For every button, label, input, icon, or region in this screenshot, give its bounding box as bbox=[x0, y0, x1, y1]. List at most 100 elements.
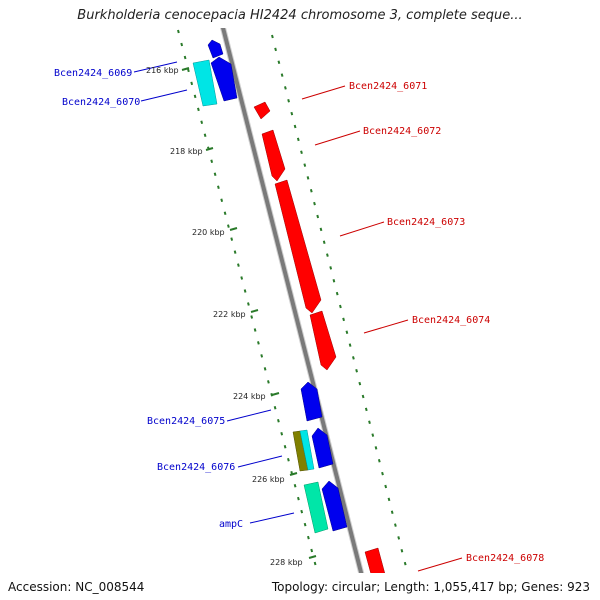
gene-block[interactable] bbox=[299, 429, 315, 471]
rail-tick bbox=[316, 214, 320, 219]
leader-lines bbox=[133, 61, 463, 572]
rail-tick bbox=[210, 159, 214, 164]
rail-tick bbox=[397, 536, 401, 540]
gene-block[interactable] bbox=[364, 547, 392, 600]
rail-tick bbox=[297, 496, 300, 501]
rail-tick bbox=[257, 341, 260, 345]
gene-label-bcen6078[interactable]: Bcen2424_6078 bbox=[466, 553, 544, 564]
rail-tick bbox=[283, 444, 287, 449]
rail-tick bbox=[250, 315, 254, 319]
rail-tick bbox=[287, 99, 290, 103]
gene-block[interactable] bbox=[222, 0, 238, 8]
rail-tick bbox=[277, 419, 280, 423]
rail-tick bbox=[230, 237, 234, 241]
gene-block[interactable] bbox=[311, 427, 334, 469]
kbp-label: 218 kbp bbox=[170, 147, 203, 156]
kbp-tick bbox=[271, 392, 280, 396]
rail-tick bbox=[335, 291, 339, 296]
leader-line bbox=[339, 221, 385, 237]
gene-label-bcen6076[interactable]: Bcen2424_6076 bbox=[157, 462, 235, 473]
rail-tick bbox=[220, 198, 224, 202]
rail-tick bbox=[293, 483, 297, 488]
kbp-label: 216 kbp bbox=[146, 66, 179, 75]
gene-label-bcen6073[interactable]: Bcen2424_6073 bbox=[387, 217, 465, 228]
rail-tick bbox=[300, 509, 304, 514]
gene-label-bcen6071[interactable]: Bcen2424_6071 bbox=[349, 81, 427, 92]
rail-tick bbox=[307, 535, 310, 540]
reverse-strand-genes bbox=[192, 39, 348, 534]
kbp-label: 224 kbp bbox=[233, 392, 266, 401]
leader-line bbox=[226, 409, 272, 422]
rail-tick bbox=[364, 407, 368, 412]
leader-line bbox=[301, 85, 346, 100]
kbp-tick bbox=[308, 555, 317, 559]
kbp-tick bbox=[205, 147, 214, 151]
gene-block[interactable] bbox=[210, 56, 238, 102]
kbp-label: 220 kbp bbox=[192, 228, 225, 237]
rail-tick bbox=[267, 380, 270, 384]
rail-tick bbox=[183, 55, 187, 60]
rail-tick bbox=[322, 240, 326, 244]
gene-block[interactable] bbox=[309, 310, 337, 371]
rail-tick bbox=[293, 124, 297, 129]
gene-block[interactable] bbox=[300, 381, 323, 422]
rail-tick bbox=[233, 250, 237, 254]
gene-block[interactable] bbox=[303, 481, 329, 534]
rail-tick bbox=[203, 133, 207, 138]
rail-tick bbox=[296, 137, 300, 142]
accession-text: Accession: NC_008544 bbox=[8, 580, 145, 594]
gene-block[interactable] bbox=[261, 129, 286, 182]
gene-label-bcen6075[interactable]: Bcen2424_6075 bbox=[147, 416, 225, 427]
rail-tick bbox=[303, 522, 307, 527]
gene-label-bcen6070[interactable]: Bcen2424_6070 bbox=[62, 97, 140, 108]
rail-tick bbox=[227, 224, 230, 228]
rail-tick bbox=[247, 302, 250, 306]
gene-block[interactable] bbox=[253, 101, 271, 120]
rail-tick bbox=[237, 263, 240, 267]
rail-tick bbox=[243, 289, 247, 293]
rail-tick bbox=[313, 561, 317, 566]
rail-tick bbox=[306, 176, 310, 180]
rail-tick bbox=[310, 548, 314, 553]
rail-tick bbox=[300, 150, 303, 154]
rail-tick bbox=[263, 367, 267, 371]
leader-line bbox=[314, 130, 361, 146]
rail-tick bbox=[326, 253, 329, 257]
rail-tick bbox=[290, 111, 294, 116]
rail-tick bbox=[260, 354, 264, 358]
leader-line bbox=[249, 512, 295, 524]
rail-tick bbox=[287, 457, 290, 462]
rail-tick bbox=[394, 523, 397, 527]
rail-tick bbox=[387, 497, 391, 502]
rail-tick bbox=[217, 185, 220, 189]
backbone bbox=[221, 28, 364, 573]
kbp-label: 228 kbp bbox=[270, 558, 303, 567]
rail-tick bbox=[309, 189, 313, 193]
rail-tick bbox=[408, 575, 409, 578]
leader-line bbox=[363, 319, 409, 334]
kbp-tick bbox=[229, 227, 238, 231]
rail-tick bbox=[180, 42, 184, 47]
rail-tick bbox=[271, 34, 274, 39]
gene-block[interactable] bbox=[274, 179, 322, 314]
gene-label-bcen6072[interactable]: Bcen2424_6072 bbox=[363, 126, 441, 137]
rail-tick bbox=[197, 107, 200, 112]
rail-tick bbox=[319, 227, 323, 232]
rail-tick bbox=[253, 328, 257, 332]
gene-block[interactable] bbox=[192, 59, 218, 107]
gene-block[interactable] bbox=[207, 39, 224, 59]
forward-strand-genes bbox=[222, 0, 392, 600]
rail-tick bbox=[190, 81, 194, 86]
gene-label-bcen6074[interactable]: Bcen2424_6074 bbox=[412, 315, 490, 326]
leader-line bbox=[140, 89, 188, 102]
gene-label-ampc[interactable]: ampC bbox=[219, 519, 243, 530]
gene-label-bcen6069[interactable]: Bcen2424_6069 bbox=[54, 68, 132, 79]
rail-tick bbox=[342, 317, 345, 322]
rail-tick bbox=[381, 471, 384, 476]
rail-tick bbox=[240, 276, 244, 280]
rail-tick bbox=[403, 561, 407, 566]
gene-block[interactable] bbox=[321, 480, 348, 532]
rail-tick bbox=[318, 575, 319, 578]
rail-tick bbox=[345, 330, 349, 334]
